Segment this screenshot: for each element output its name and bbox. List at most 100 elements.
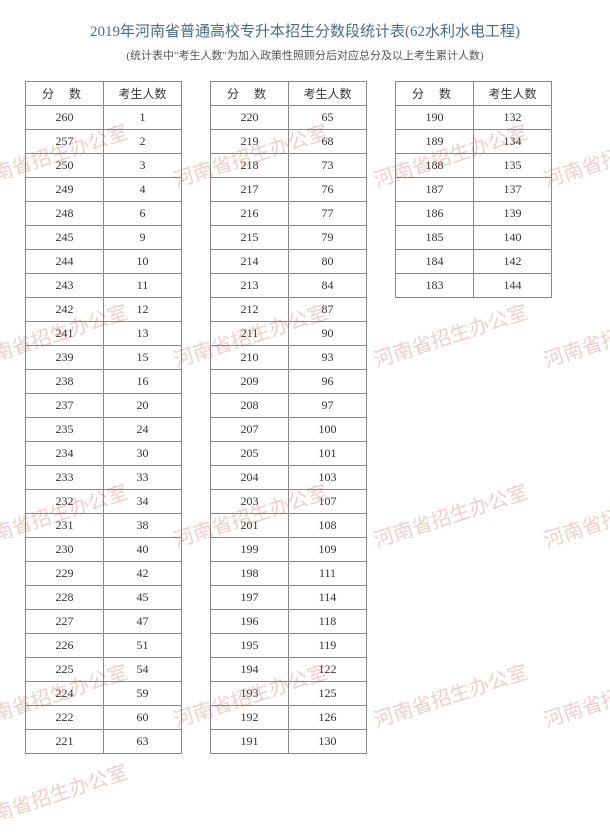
- count-cell: 73: [289, 154, 367, 178]
- table-row: 22065: [211, 106, 367, 130]
- score-cell: 231: [26, 514, 104, 538]
- count-cell: 87: [289, 298, 367, 322]
- score-cell: 207: [211, 418, 289, 442]
- count-cell: 107: [289, 490, 367, 514]
- table-row: 24410: [26, 250, 182, 274]
- score-cell: 248: [26, 202, 104, 226]
- score-cell: 196: [211, 610, 289, 634]
- count-cell: 51: [104, 634, 182, 658]
- score-cell: 237: [26, 394, 104, 418]
- count-cell: 109: [289, 538, 367, 562]
- count-cell: 90: [289, 322, 367, 346]
- score-cell: 238: [26, 370, 104, 394]
- score-cell: 189: [396, 130, 474, 154]
- score-cell: 195: [211, 634, 289, 658]
- count-cell: 38: [104, 514, 182, 538]
- count-cell: 144: [474, 274, 552, 298]
- score-cell: 219: [211, 130, 289, 154]
- table-row: 188135: [396, 154, 552, 178]
- header-count: 考生人数: [289, 82, 367, 106]
- score-cell: 232: [26, 490, 104, 514]
- table-row: 21093: [211, 346, 367, 370]
- table-row: 23524: [26, 418, 182, 442]
- table-row: 190132: [396, 106, 552, 130]
- table-row: 203107: [211, 490, 367, 514]
- count-cell: 30: [104, 442, 182, 466]
- score-table-3: 分 数 考生人数 1901321891341881351871371861391…: [395, 81, 552, 298]
- table-body-2: 2206521968218732177621677215792148021384…: [211, 106, 367, 754]
- count-cell: 119: [289, 634, 367, 658]
- count-cell: 114: [289, 586, 367, 610]
- tables-container: 分 数 考生人数 2601257225032494248624592441024…: [25, 81, 585, 754]
- count-cell: 11: [104, 274, 182, 298]
- count-cell: 140: [474, 226, 552, 250]
- score-cell: 222: [26, 706, 104, 730]
- count-cell: 4: [104, 178, 182, 202]
- score-cell: 212: [211, 298, 289, 322]
- table-row: 189134: [396, 130, 552, 154]
- count-cell: 1: [104, 106, 182, 130]
- table-row: 185140: [396, 226, 552, 250]
- count-cell: 134: [474, 130, 552, 154]
- table-body-1: 2601257225032494248624592441024311242122…: [26, 106, 182, 754]
- count-cell: 34: [104, 490, 182, 514]
- count-cell: 45: [104, 586, 182, 610]
- score-cell: 213: [211, 274, 289, 298]
- score-cell: 230: [26, 538, 104, 562]
- count-cell: 76: [289, 178, 367, 202]
- table-body-3: 1901321891341881351871371861391851401841…: [396, 106, 552, 298]
- count-cell: 24: [104, 418, 182, 442]
- count-cell: 79: [289, 226, 367, 250]
- table-row: 196118: [211, 610, 367, 634]
- table-row: 187137: [396, 178, 552, 202]
- score-cell: 205: [211, 442, 289, 466]
- score-cell: 229: [26, 562, 104, 586]
- score-cell: 211: [211, 322, 289, 346]
- score-cell: 193: [211, 682, 289, 706]
- header-score: 分 数: [211, 82, 289, 106]
- score-cell: 228: [26, 586, 104, 610]
- table-row: 183144: [396, 274, 552, 298]
- table-row: 21776: [211, 178, 367, 202]
- count-cell: 93: [289, 346, 367, 370]
- count-cell: 101: [289, 442, 367, 466]
- table-header-row: 分 数 考生人数: [211, 82, 367, 106]
- table-row: 197114: [211, 586, 367, 610]
- table-row: 23430: [26, 442, 182, 466]
- table-row: 195119: [211, 634, 367, 658]
- table-row: 21677: [211, 202, 367, 226]
- table-row: 2494: [26, 178, 182, 202]
- table-row: 2459: [26, 226, 182, 250]
- table-row: 23333: [26, 466, 182, 490]
- table-row: 199109: [211, 538, 367, 562]
- table-row: 204103: [211, 466, 367, 490]
- table-row: 192126: [211, 706, 367, 730]
- page-subtitle: (统计表中"考生人数"为加入政策性照顾分后对应总分及以上考生累计人数): [25, 47, 585, 63]
- score-cell: 188: [396, 154, 474, 178]
- score-cell: 183: [396, 274, 474, 298]
- header-count: 考生人数: [474, 82, 552, 106]
- score-table-1: 分 数 考生人数 2601257225032494248624592441024…: [25, 81, 182, 754]
- table-row: 186139: [396, 202, 552, 226]
- count-cell: 59: [104, 682, 182, 706]
- count-cell: 108: [289, 514, 367, 538]
- count-cell: 125: [289, 682, 367, 706]
- score-cell: 218: [211, 154, 289, 178]
- score-cell: 198: [211, 562, 289, 586]
- count-cell: 84: [289, 274, 367, 298]
- count-cell: 135: [474, 154, 552, 178]
- score-cell: 216: [211, 202, 289, 226]
- score-cell: 221: [26, 730, 104, 754]
- score-cell: 194: [211, 658, 289, 682]
- count-cell: 126: [289, 706, 367, 730]
- table-row: 207100: [211, 418, 367, 442]
- score-cell: 185: [396, 226, 474, 250]
- count-cell: 20: [104, 394, 182, 418]
- count-cell: 2: [104, 130, 182, 154]
- count-cell: 103: [289, 466, 367, 490]
- count-cell: 80: [289, 250, 367, 274]
- count-cell: 54: [104, 658, 182, 682]
- table-row: 23720: [26, 394, 182, 418]
- count-cell: 15: [104, 346, 182, 370]
- count-cell: 139: [474, 202, 552, 226]
